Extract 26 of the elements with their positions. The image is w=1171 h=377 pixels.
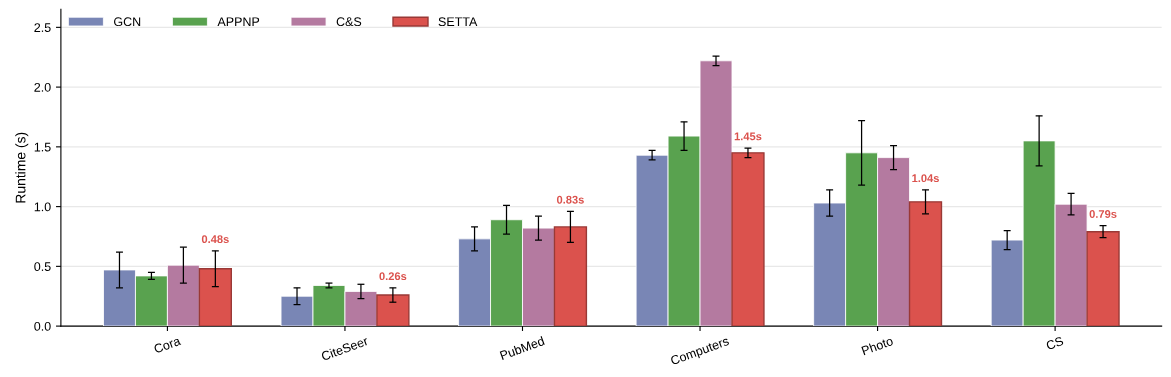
data-label: 0.26s <box>379 272 407 281</box>
data-label: 0.48s <box>201 235 229 244</box>
y-tick-label: 2.5 <box>34 23 51 32</box>
y-tick-label: 2.0 <box>34 82 51 92</box>
bar <box>908 201 943 327</box>
y-tick-label: 1.5 <box>34 142 51 152</box>
y-axis-title: Runtime (s) <box>15 132 29 203</box>
legend-label: GCN <box>114 17 141 27</box>
x-tick-label: CS <box>1045 336 1064 351</box>
bar <box>553 226 588 327</box>
bar <box>1086 231 1120 327</box>
legend-label: SETTA <box>438 17 478 27</box>
data-label: 1.04s <box>912 174 939 183</box>
x-tick-label: Photo <box>861 336 894 356</box>
data-label: 1.45s <box>734 132 762 141</box>
legend-label: APPNP <box>217 17 260 26</box>
y-tick-label: 1.0 <box>34 202 51 212</box>
x-tick-label: Cora <box>153 336 182 354</box>
bar <box>376 294 410 327</box>
bar <box>731 152 765 327</box>
data-label: 0.79s <box>1089 210 1117 218</box>
legend-label: C&S <box>336 17 362 27</box>
data-label: 0.83s <box>556 195 584 204</box>
y-tick-label: 0.5 <box>34 262 51 272</box>
y-tick-label: 0.0 <box>34 321 51 331</box>
bar <box>198 268 233 327</box>
